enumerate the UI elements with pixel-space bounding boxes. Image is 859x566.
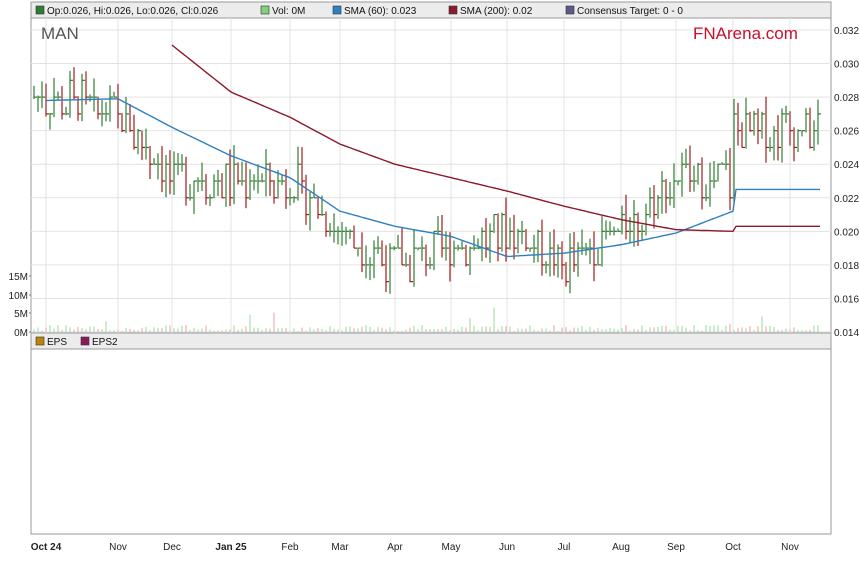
price-tick-label: 0.030 bbox=[834, 60, 859, 71]
price-tick-label: 0.026 bbox=[834, 127, 859, 138]
legend-swatch-vol bbox=[260, 5, 270, 15]
volume-tick-label: 10M bbox=[9, 291, 28, 302]
eps-legend-label: EPS bbox=[47, 337, 67, 348]
price-tick-label: 0.032 bbox=[834, 26, 859, 37]
grid bbox=[31, 18, 831, 333]
date-tick-label: Nov bbox=[109, 542, 127, 553]
legend-swatch-ohlc bbox=[35, 5, 45, 15]
legend-swatch-sma60 bbox=[332, 5, 342, 15]
moving-averages bbox=[45, 44, 820, 258]
ticker-label: MAN bbox=[41, 24, 79, 43]
eps-legend-bar bbox=[30, 332, 832, 350]
date-axis: Oct 24 Nov Dec Jan 25 Feb Mar Apr May Jun Jul Aug S… bbox=[31, 542, 799, 553]
price-tick-label: 0.028 bbox=[834, 93, 859, 104]
price-tick-label: 0.018 bbox=[834, 261, 859, 272]
legend-swatch-consensus bbox=[565, 5, 575, 15]
date-tick-label: Mar bbox=[331, 542, 349, 553]
price-tick-label: 0.020 bbox=[834, 227, 859, 238]
sma200-line bbox=[171, 44, 820, 233]
date-tick-label: Jun bbox=[499, 542, 515, 553]
eps-panel bbox=[30, 348, 832, 535]
date-tick-label: Oct bbox=[725, 542, 741, 553]
legend-ohlc: Op:0.026, Hi:0.026, Lo:0.026, Cl:0.026 bbox=[47, 6, 219, 17]
eps-swatch bbox=[35, 336, 45, 346]
date-tick-label: May bbox=[442, 542, 461, 553]
volume-bars bbox=[33, 307, 819, 332]
date-tick-label: Oct 24 bbox=[31, 542, 62, 553]
legend-bar bbox=[30, 1, 832, 19]
volume-axis: 0M 5M 10M 15M bbox=[9, 272, 31, 339]
price-tick-label: 0.022 bbox=[834, 194, 859, 205]
legend-vol: Vol: 0M bbox=[272, 6, 305, 17]
eps2-swatch bbox=[80, 336, 90, 346]
date-tick-label: Apr bbox=[387, 542, 403, 553]
date-tick-label: Jan 25 bbox=[215, 542, 247, 553]
brand-fn: FN bbox=[693, 24, 716, 43]
price-tick-label: 0.014 bbox=[834, 328, 859, 339]
legend-sma60: SMA (60): 0.023 bbox=[344, 6, 417, 17]
price-panel bbox=[30, 1, 832, 334]
legend: Op:0.026, Hi:0.026, Lo:0.026, Cl:0.026 V… bbox=[35, 5, 683, 17]
brand-logo: FNArena.com bbox=[693, 24, 798, 43]
legend-swatch-sma200 bbox=[448, 5, 458, 15]
date-tick-label: Dec bbox=[163, 542, 181, 553]
legend-consensus: Consensus Target: 0 - 0 bbox=[577, 6, 683, 17]
date-tick-label: Aug bbox=[612, 542, 630, 553]
sma60-line bbox=[45, 98, 820, 258]
price-tick-label: 0.016 bbox=[834, 294, 859, 305]
volume-tick-label: 5M bbox=[14, 309, 28, 320]
eps-legend: EPS EPS2 bbox=[35, 336, 118, 348]
volume-tick-label: 15M bbox=[9, 272, 28, 283]
date-tick-label: Nov bbox=[781, 542, 799, 553]
volume-tick-label: 0M bbox=[14, 328, 28, 339]
eps2-legend-label: EPS2 bbox=[92, 337, 118, 348]
brand-rest: Arena.com bbox=[716, 24, 798, 43]
legend-sma200: SMA (200): 0.02 bbox=[460, 6, 533, 17]
price-tick-label: 0.024 bbox=[834, 160, 859, 171]
price-bars bbox=[33, 67, 821, 294]
date-tick-label: Feb bbox=[281, 542, 299, 553]
date-tick-label: Sep bbox=[667, 542, 685, 553]
date-tick-label: Jul bbox=[558, 542, 571, 553]
price-axis: 0.014 0.016 0.018 0.020 0.022 0.024 0.026 0.028… bbox=[834, 26, 859, 339]
